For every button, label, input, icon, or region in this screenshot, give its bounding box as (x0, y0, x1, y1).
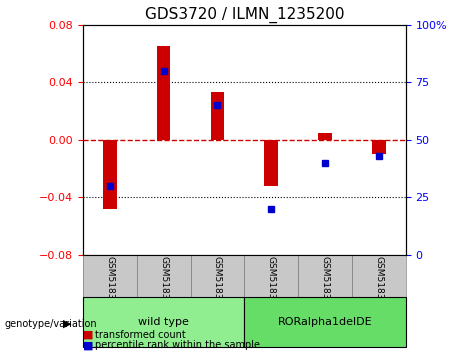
Text: GSM518356: GSM518356 (374, 256, 383, 311)
Bar (318, 133, 332, 140)
Title: GDS3720 / ILMN_1235200: GDS3720 / ILMN_1235200 (145, 7, 344, 23)
Text: wild type: wild type (138, 317, 189, 327)
Bar (265, 140, 278, 186)
Text: GSM518355: GSM518355 (320, 256, 330, 311)
Text: RORalpha1delDE: RORalpha1delDE (278, 317, 372, 327)
Bar (372, 140, 385, 154)
Text: genotype/variation: genotype/variation (5, 319, 97, 329)
Text: GSM518351: GSM518351 (106, 256, 114, 311)
Text: transformed count: transformed count (95, 330, 185, 339)
Text: GSM518354: GSM518354 (267, 256, 276, 310)
Bar (83, 297, 244, 347)
Bar (244, 297, 406, 347)
Text: percentile rank within the sample: percentile rank within the sample (95, 340, 260, 350)
Bar (103, 140, 117, 209)
Text: ■: ■ (83, 330, 94, 339)
Bar (157, 46, 171, 140)
Text: ▶: ▶ (63, 319, 71, 329)
Text: GSM518353: GSM518353 (213, 256, 222, 311)
Text: ■: ■ (83, 340, 94, 350)
Text: GSM518352: GSM518352 (159, 256, 168, 310)
Bar (211, 92, 224, 140)
